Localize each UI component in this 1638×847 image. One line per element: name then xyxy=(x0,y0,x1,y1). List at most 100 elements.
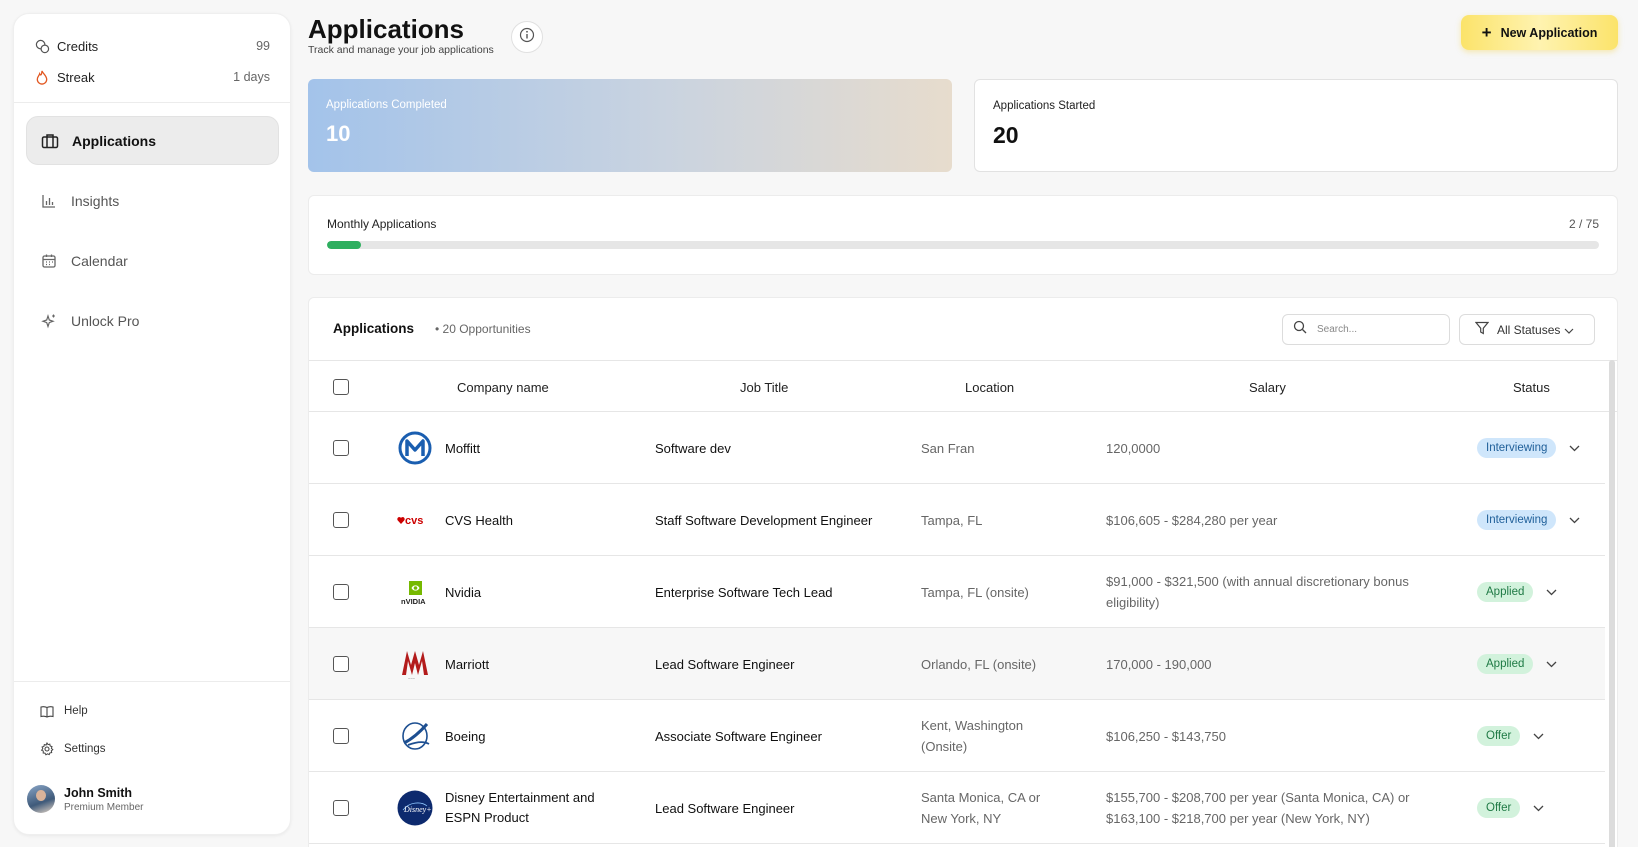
status-dropdown[interactable]: Interviewing xyxy=(1477,484,1580,556)
table-row[interactable]: Boeing Associate Software Engineer Kent,… xyxy=(309,700,1605,772)
sidebar-item-label: Unlock Pro xyxy=(71,312,140,329)
job-title: Enterprise Software Tech Lead xyxy=(655,584,833,600)
svg-text:~~~: ~~~ xyxy=(408,676,416,681)
svg-text:cvs: cvs xyxy=(405,515,423,527)
sidebar-item-applications[interactable]: Applications xyxy=(26,116,279,165)
nvidia-logo: nVIDIA xyxy=(397,574,433,610)
started-label: Applications Started xyxy=(993,100,1096,112)
new-application-button[interactable]: + New Application xyxy=(1461,15,1618,50)
credits-label: Credits xyxy=(57,38,99,54)
disney-logo: Disney+ xyxy=(397,790,433,826)
table-row[interactable]: Moffitt Software dev San Fran 120,0000 I… xyxy=(309,412,1605,484)
job-title: Staff Software Development Engineer xyxy=(655,512,873,528)
chevron-down-icon xyxy=(1546,661,1557,668)
completed-label: Applications Completed xyxy=(326,99,447,111)
help-label: Help xyxy=(64,705,88,717)
row-checkbox[interactable] xyxy=(333,772,349,844)
filter-icon xyxy=(1474,321,1490,338)
search-input[interactable]: Search... xyxy=(1317,324,1358,335)
column-location[interactable]: Location xyxy=(965,379,1015,395)
briefcase-icon xyxy=(41,132,59,150)
sidebar-divider xyxy=(14,681,290,682)
chevron-down-icon xyxy=(1533,805,1544,812)
location: Santa Monica, CA or New York, NY xyxy=(921,790,1041,826)
coins-icon xyxy=(34,38,50,54)
monthly-applications-card: Monthly Applications 2 / 75 xyxy=(308,195,1618,275)
user-profile[interactable]: John Smith Premium Member xyxy=(27,785,143,813)
status-dropdown[interactable]: Offer xyxy=(1477,772,1544,844)
boeing-logo xyxy=(397,718,433,754)
row-checkbox[interactable] xyxy=(333,484,349,556)
row-checkbox[interactable] xyxy=(333,556,349,628)
avatar xyxy=(27,785,55,813)
sidebar-item-label: Calendar xyxy=(71,252,128,269)
table-scrollbar[interactable] xyxy=(1609,360,1615,847)
column-status[interactable]: Status xyxy=(1513,379,1550,395)
table-row[interactable]: Disney+ Disney Entertainment and ESPN Pr… xyxy=(309,772,1605,844)
table-row[interactable]: cvs CVS Health Staff Software Developmen… xyxy=(309,484,1605,556)
status-dropdown[interactable]: Applied xyxy=(1477,556,1557,628)
sidebar-item-unlock-pro[interactable]: Unlock Pro xyxy=(26,296,279,345)
location: Kent, Washington (Onsite) xyxy=(921,718,1024,754)
applications-table-card: Applications • 20 Opportunities Search..… xyxy=(308,297,1618,847)
status-filter-dropdown[interactable]: All Statuses xyxy=(1459,314,1595,345)
streak-value: 1 days xyxy=(233,70,270,84)
row-checkbox[interactable] xyxy=(333,628,349,700)
settings-link[interactable]: Settings xyxy=(40,740,106,758)
salary: $106,250 - $143,750 xyxy=(1106,728,1226,744)
column-salary[interactable]: Salary xyxy=(1249,379,1286,395)
svg-text:nVIDIA: nVIDIA xyxy=(401,597,426,606)
salary: $106,605 - $284,280 per year xyxy=(1106,512,1278,528)
location: Orlando, FL (onsite) xyxy=(921,656,1037,672)
chevron-down-icon xyxy=(1546,589,1557,596)
company-name: Nvidia xyxy=(445,584,482,600)
monthly-label: Monthly Applications xyxy=(327,217,437,231)
monthly-count: 2 / 75 xyxy=(1568,217,1599,231)
streak-row: Streak 1 days xyxy=(34,67,270,87)
info-button[interactable] xyxy=(511,21,543,53)
applications-started-card: Applications Started 20 xyxy=(974,79,1618,172)
select-all-checkbox[interactable] xyxy=(333,361,349,413)
help-link[interactable]: Help xyxy=(40,702,88,720)
credits-row: Credits 99 xyxy=(34,36,270,56)
job-title: Associate Software Engineer xyxy=(655,728,822,744)
salary: 120,0000 xyxy=(1106,440,1161,456)
user-name: John Smith xyxy=(64,785,133,800)
row-checkbox[interactable] xyxy=(333,700,349,772)
chevron-down-icon xyxy=(1564,323,1574,337)
company-name: Marriott xyxy=(445,656,490,672)
company-name: Moffitt xyxy=(445,440,481,456)
sidebar-item-insights[interactable]: Insights xyxy=(26,176,279,225)
search-box[interactable]: Search... xyxy=(1282,314,1450,345)
status-dropdown[interactable]: Interviewing xyxy=(1477,412,1580,484)
salary: $155,700 - $208,700 per year (Santa Moni… xyxy=(1106,790,1410,826)
sidebar-item-calendar[interactable]: Calendar xyxy=(26,236,279,285)
table-row[interactable]: ~~~ Marriott Lead Software Engineer Orla… xyxy=(309,628,1605,700)
status-badge: Applied xyxy=(1477,654,1534,674)
new-application-label: New Application xyxy=(1500,25,1598,40)
table-count: • 20 Opportunities xyxy=(435,322,531,336)
row-checkbox[interactable] xyxy=(333,412,349,484)
salary: $91,000 - $321,500 (with annual discreti… xyxy=(1106,574,1409,610)
flame-icon xyxy=(34,69,50,85)
column-job-title[interactable]: Job Title xyxy=(740,379,789,395)
column-company-name[interactable]: Company name xyxy=(457,379,549,395)
company-name: Boeing xyxy=(445,728,486,744)
started-value: 20 xyxy=(993,122,1019,148)
chevron-down-icon xyxy=(1569,445,1580,452)
credits-value: 99 xyxy=(256,39,270,53)
search-icon xyxy=(1293,320,1307,339)
settings-label: Settings xyxy=(64,743,106,755)
table-row[interactable]: nVIDIA Nvidia Enterprise Software Tech L… xyxy=(309,556,1605,628)
status-badge: Interviewing xyxy=(1477,510,1557,530)
completed-value: 10 xyxy=(326,121,351,146)
status-dropdown[interactable]: Offer xyxy=(1477,700,1544,772)
chevron-down-icon xyxy=(1569,517,1580,524)
sidebar-item-label: Applications xyxy=(72,132,157,149)
status-dropdown[interactable]: Applied xyxy=(1477,628,1557,700)
sidebar-divider xyxy=(14,102,290,103)
svg-text:Disney+: Disney+ xyxy=(403,805,432,814)
job-title: Lead Software Engineer xyxy=(655,800,795,816)
status-badge: Interviewing xyxy=(1477,438,1557,458)
chevron-down-icon xyxy=(1533,733,1544,740)
